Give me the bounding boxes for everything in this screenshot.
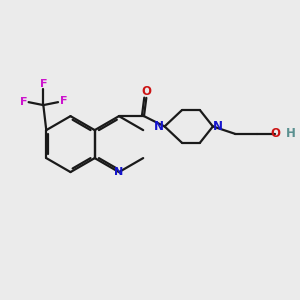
- Text: O: O: [141, 85, 151, 98]
- Text: O: O: [270, 127, 280, 140]
- Text: N: N: [154, 120, 164, 133]
- Text: F: F: [60, 96, 67, 106]
- Text: F: F: [20, 97, 27, 107]
- Text: N: N: [213, 120, 223, 133]
- Text: F: F: [40, 79, 47, 88]
- Text: N: N: [114, 167, 124, 177]
- Text: H: H: [286, 127, 296, 140]
